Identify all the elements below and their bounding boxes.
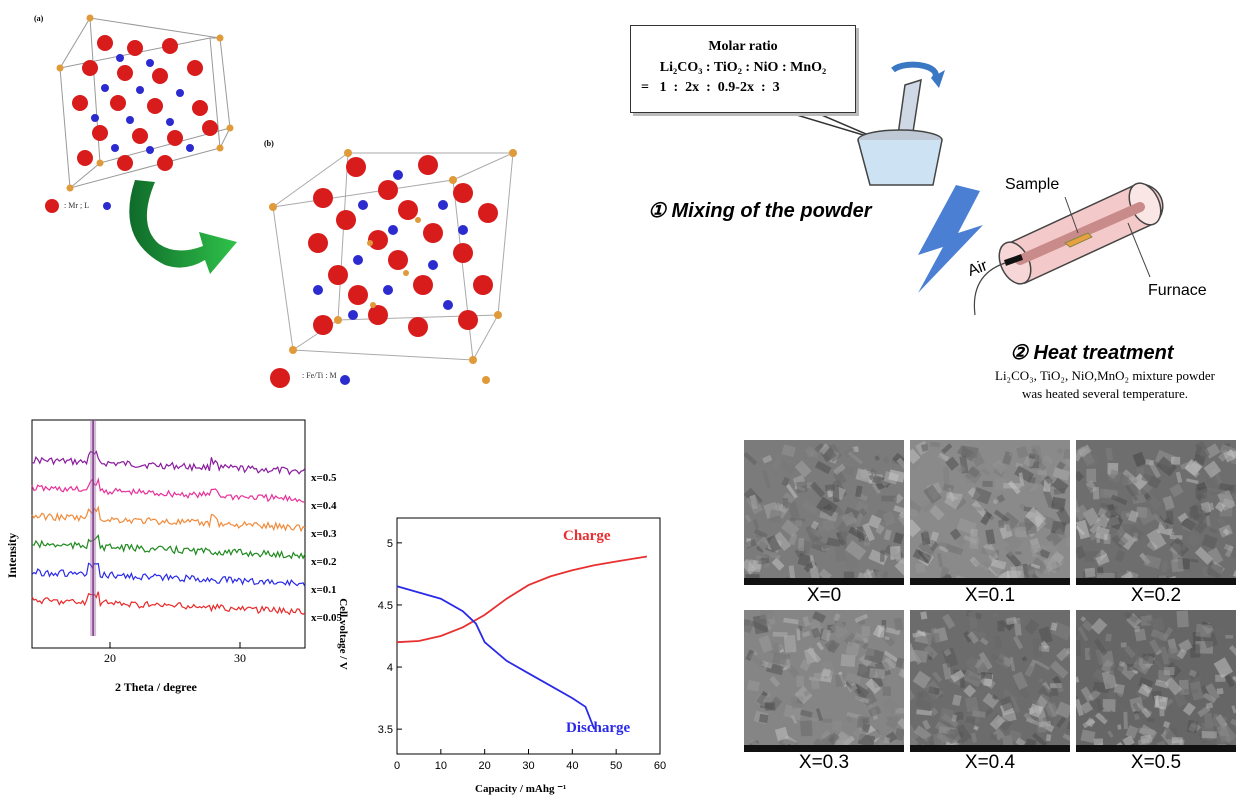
sem-caption-3: X=0.3 [798, 752, 850, 773]
voltage-series-charge [396, 555, 648, 644]
crystal-panel-b: (b) : Fe/ [258, 135, 528, 390]
voltage-x-tick-label-6: 60 [654, 760, 666, 772]
xrd-series-1 [31, 477, 306, 503]
voltage-frame [396, 517, 661, 755]
mortar-pestle-icon [857, 61, 945, 186]
xrd-series-label-1: x=0.4 [311, 500, 337, 512]
heat-description-line2: was heated several temperature. [1021, 386, 1189, 401]
xrd-series-4 [31, 562, 306, 587]
xrd-x-tick-label-1: 30 [234, 651, 246, 665]
sem-image-1 [910, 440, 1070, 585]
step-heat-label: ② Heat treatment [1010, 342, 1174, 364]
molar-ratio-title: Molar ratio [708, 39, 778, 54]
sem-image-4 [910, 610, 1070, 752]
voltage-y-tick-label-0: 3.5 [378, 724, 393, 736]
crystal-panel-a: (a) : Mr ; L [30, 8, 240, 218]
voltage-y-tick-label-1: 4 [387, 662, 393, 674]
xrd-series-label-0: x=0.5 [311, 472, 337, 484]
voltage-series-label-discharge: Discharge [566, 720, 630, 736]
panel-a-label: (a) [34, 14, 44, 23]
sem-image-3 [744, 610, 904, 752]
voltage-x-tick-label-0: 0 [394, 760, 400, 772]
xrd-series-label-5: x=0.05 [311, 612, 343, 624]
xrd-chart: 20 30 x=0.5 x=0.4 x=0.3 x=0.2 x=0.1 x=0.05 Inte… [0, 418, 360, 718]
xrd-series-0 [31, 450, 306, 476]
xrd-series-5 [31, 591, 306, 616]
panel-a-legend: : Mr ; L [64, 201, 90, 210]
xrd-ylabel: Intensity [5, 532, 20, 579]
xrd-xlabel: 2 Theta / degree [115, 680, 197, 694]
sem-image-5 [1076, 610, 1236, 752]
heat-description-line1: Li₂CO₃, TiO₂, NiO,MnO₂ mixture powder [995, 368, 1215, 383]
sem-caption-0: X=0 [806, 585, 842, 606]
xrd-series-2 [31, 505, 306, 533]
furnace-label: Furnace [1148, 282, 1207, 299]
molar-ratio-box: Molar ratio Li₂CO₃ : TiO₂ : NiO : MnO₂ =… [630, 25, 856, 113]
voltage-x-tick-label-3: 30 [522, 760, 534, 772]
panel-b-label: (b) [264, 139, 274, 148]
step-mixing-label: ① Mixing of the powder [648, 200, 872, 222]
panel-b-legend: : Fe/Ti : M [302, 371, 337, 380]
xrd-frame [31, 419, 306, 649]
xrd-x-tick-label-0: 20 [104, 651, 116, 665]
sem-caption-2: X=0.2 [1130, 585, 1182, 606]
voltage-x-tick-label-1: 10 [435, 760, 447, 772]
voltage-series-discharge [396, 585, 596, 730]
voltage-x-tick-label-5: 50 [610, 760, 622, 772]
sem-image-0 [744, 440, 904, 585]
sample-label: Sample [1005, 176, 1060, 193]
sem-grid: X=0 X=0.1 X=0.2 X=0.3 X=0.4 X=0.5 [744, 440, 1250, 790]
voltage-y-tick-label-2: 4.5 [378, 600, 393, 612]
voltage-series-label-charge: Charge [563, 528, 611, 544]
crystal-structure-a [45, 14, 234, 213]
process-arrow [918, 185, 983, 293]
sem-image-2 [1076, 440, 1236, 585]
xrd-series-3 [31, 534, 306, 560]
xrd-series-label-3: x=0.2 [311, 556, 337, 568]
xrd-plot: 20 30 x=0.5 x=0.4 x=0.3 x=0.2 x=0.1 x=0.05 [31, 419, 343, 665]
molar-ratio-values: = 1 : 2x : 0.9-2x : 3 [641, 80, 780, 95]
voltage-plot: 0 10 20 30 40 50 60 3.5 4 4.5 5 Charge Discharge [378, 517, 666, 772]
furnace-icon [973, 182, 1164, 316]
sem-caption-5: X=0.5 [1130, 752, 1182, 773]
molar-ratio-formula: Li₂CO₃ : TiO₂ : NiO : MnO₂ [659, 60, 827, 75]
xrd-series-label-4: x=0.1 [311, 584, 337, 596]
voltage-ylabel: Cell voltage / V [336, 598, 349, 670]
voltage-xlabel: Capacity / mAhg ⁻¹ [475, 783, 567, 795]
sem-caption-1: X=0.1 [964, 585, 1016, 606]
xrd-series-label-2: x=0.3 [311, 528, 337, 540]
voltage-y-tick-label-3: 5 [387, 538, 393, 550]
voltage-x-tick-label-2: 20 [479, 760, 491, 772]
sem-caption-4: X=0.4 [964, 752, 1016, 773]
transform-arrow [129, 180, 237, 274]
crystal-structure-b [269, 149, 517, 388]
voltage-x-tick-label-4: 40 [566, 760, 578, 772]
voltage-chart: 0 10 20 30 40 50 60 3.5 4 4.5 5 Charge Discharge Cel… [337, 510, 675, 796]
